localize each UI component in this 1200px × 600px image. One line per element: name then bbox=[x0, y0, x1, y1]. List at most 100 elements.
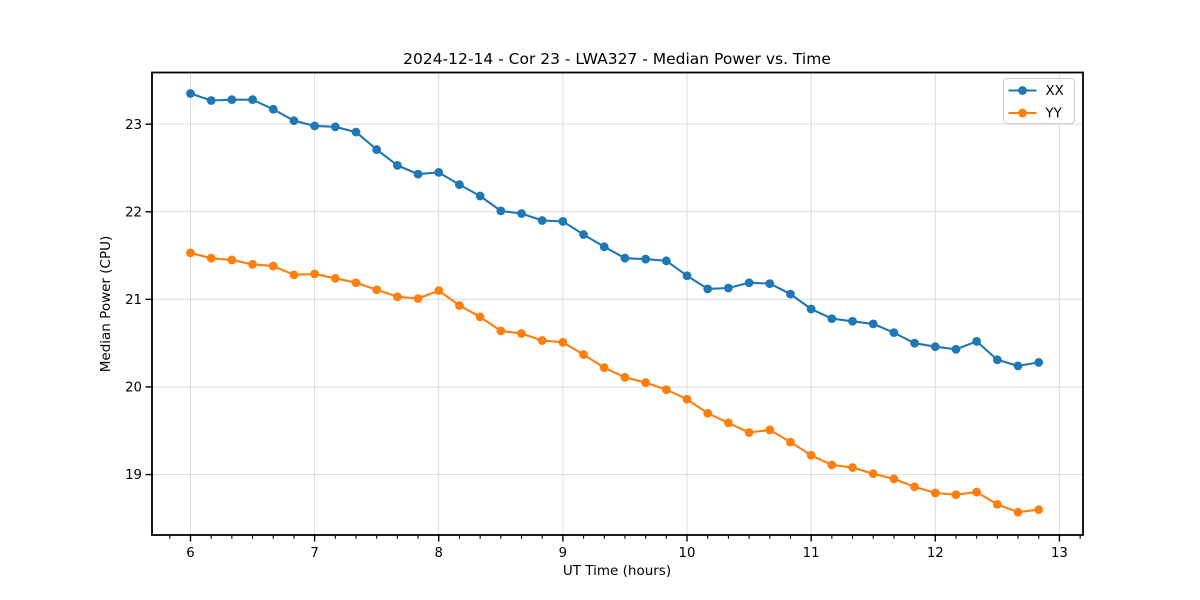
data-point-XX bbox=[351, 127, 361, 137]
data-point-XX bbox=[392, 160, 402, 170]
data-point-XX bbox=[806, 304, 816, 314]
data-point-XX bbox=[786, 289, 795, 299]
data-point-YY bbox=[703, 408, 713, 418]
series-line-YY bbox=[190, 251, 1039, 514]
data-point-YY bbox=[827, 460, 837, 470]
grid bbox=[152, 72, 1083, 535]
data-point-YY bbox=[786, 437, 795, 447]
data-point-YY bbox=[475, 312, 485, 322]
legend-label: YY bbox=[1045, 107, 1063, 122]
data-point-XX bbox=[682, 271, 692, 281]
data-point-XX bbox=[1013, 361, 1023, 371]
data-point-YY bbox=[972, 487, 982, 497]
data-point-YY bbox=[992, 499, 1002, 509]
data-point-YY bbox=[1034, 505, 1044, 514]
axes: 6 7 8 9 10 11 12 13 19 20 21 22 23 bbox=[125, 71, 1084, 561]
data-point-XX bbox=[475, 191, 485, 201]
data-series bbox=[186, 89, 1044, 517]
data-point-YY bbox=[289, 270, 299, 280]
data-point-XX bbox=[620, 253, 630, 263]
data-point-YY bbox=[248, 259, 257, 269]
chart-title: 2024-12-14 - Cor 23 - LWA327 - Median Po… bbox=[403, 50, 831, 68]
data-point-XX bbox=[703, 284, 713, 294]
legend-marker bbox=[1018, 108, 1027, 118]
data-point-YY bbox=[599, 363, 609, 373]
data-point-YY bbox=[661, 385, 671, 394]
data-point-XX bbox=[558, 217, 568, 226]
y-tick-label: 20 bbox=[125, 381, 142, 396]
data-point-XX bbox=[496, 206, 506, 216]
data-point-XX bbox=[765, 279, 775, 289]
data-point-XX bbox=[455, 180, 464, 190]
data-point-YY bbox=[330, 273, 340, 283]
data-point-YY bbox=[641, 378, 651, 387]
x-tick-label: 12 bbox=[927, 546, 944, 561]
x-tick-label: 7 bbox=[310, 546, 318, 561]
data-point-YY bbox=[537, 336, 547, 345]
data-point-XX bbox=[889, 328, 899, 338]
data-point-YY bbox=[723, 418, 733, 428]
data-point-XX bbox=[868, 319, 878, 329]
data-point-XX bbox=[744, 278, 754, 288]
data-point-YY bbox=[372, 285, 382, 295]
data-point-YY bbox=[910, 482, 919, 492]
data-point-XX bbox=[206, 96, 216, 105]
x-tick-label: 13 bbox=[1051, 546, 1068, 561]
data-point-YY bbox=[868, 469, 878, 479]
data-point-XX bbox=[579, 230, 588, 239]
data-point-YY bbox=[682, 394, 692, 404]
data-point-YY bbox=[744, 428, 754, 437]
data-point-XX bbox=[641, 254, 651, 264]
data-point-XX bbox=[910, 338, 919, 348]
data-point-XX bbox=[289, 116, 299, 126]
data-point-YY bbox=[517, 329, 526, 338]
data-point-XX bbox=[930, 342, 940, 352]
data-point-YY bbox=[806, 450, 816, 460]
x-tick-label: 6 bbox=[186, 546, 194, 561]
data-point-XX bbox=[1034, 358, 1044, 367]
data-point-XX bbox=[248, 95, 257, 105]
data-point-YY bbox=[413, 294, 423, 303]
data-point-XX bbox=[434, 167, 444, 177]
x-tick-label: 10 bbox=[679, 546, 696, 561]
legend-marker bbox=[1018, 86, 1027, 95]
series-line-XX bbox=[190, 92, 1039, 367]
data-point-XX bbox=[330, 122, 340, 132]
data-point-XX bbox=[413, 169, 423, 179]
x-tick-label: 8 bbox=[435, 546, 443, 561]
data-point-XX bbox=[268, 104, 278, 114]
data-point-XX bbox=[848, 316, 857, 326]
data-point-XX bbox=[723, 283, 733, 293]
data-point-YY bbox=[496, 326, 506, 336]
data-point-YY bbox=[558, 337, 568, 347]
data-point-YY bbox=[765, 425, 775, 435]
data-point-YY bbox=[579, 350, 588, 359]
data-point-YY bbox=[434, 286, 444, 296]
data-point-YY bbox=[848, 463, 857, 472]
data-point-XX bbox=[227, 95, 237, 105]
y-tick-label: 23 bbox=[125, 118, 142, 133]
y-axis-label: Median Power (CPU) bbox=[98, 236, 114, 372]
y-tick-label: 21 bbox=[125, 293, 142, 308]
data-point-YY bbox=[930, 488, 940, 498]
data-point-XX bbox=[951, 344, 961, 354]
data-point-XX bbox=[599, 242, 609, 252]
data-point-XX bbox=[186, 89, 195, 98]
data-point-XX bbox=[827, 314, 837, 324]
legend: XX YY bbox=[1003, 78, 1075, 124]
data-point-YY bbox=[268, 261, 278, 271]
data-point-YY bbox=[951, 490, 961, 500]
data-point-XX bbox=[992, 355, 1002, 365]
legend-box bbox=[1003, 78, 1075, 124]
data-point-YY bbox=[392, 292, 402, 302]
data-point-YY bbox=[455, 301, 464, 310]
data-point-YY bbox=[889, 474, 899, 484]
y-tick-label: 22 bbox=[125, 205, 142, 220]
x-axis-label: UT Time (hours) bbox=[563, 563, 671, 579]
plot-border bbox=[151, 71, 1084, 536]
x-tick-label: 9 bbox=[559, 546, 567, 561]
data-point-YY bbox=[1013, 507, 1023, 517]
data-point-XX bbox=[972, 337, 982, 346]
